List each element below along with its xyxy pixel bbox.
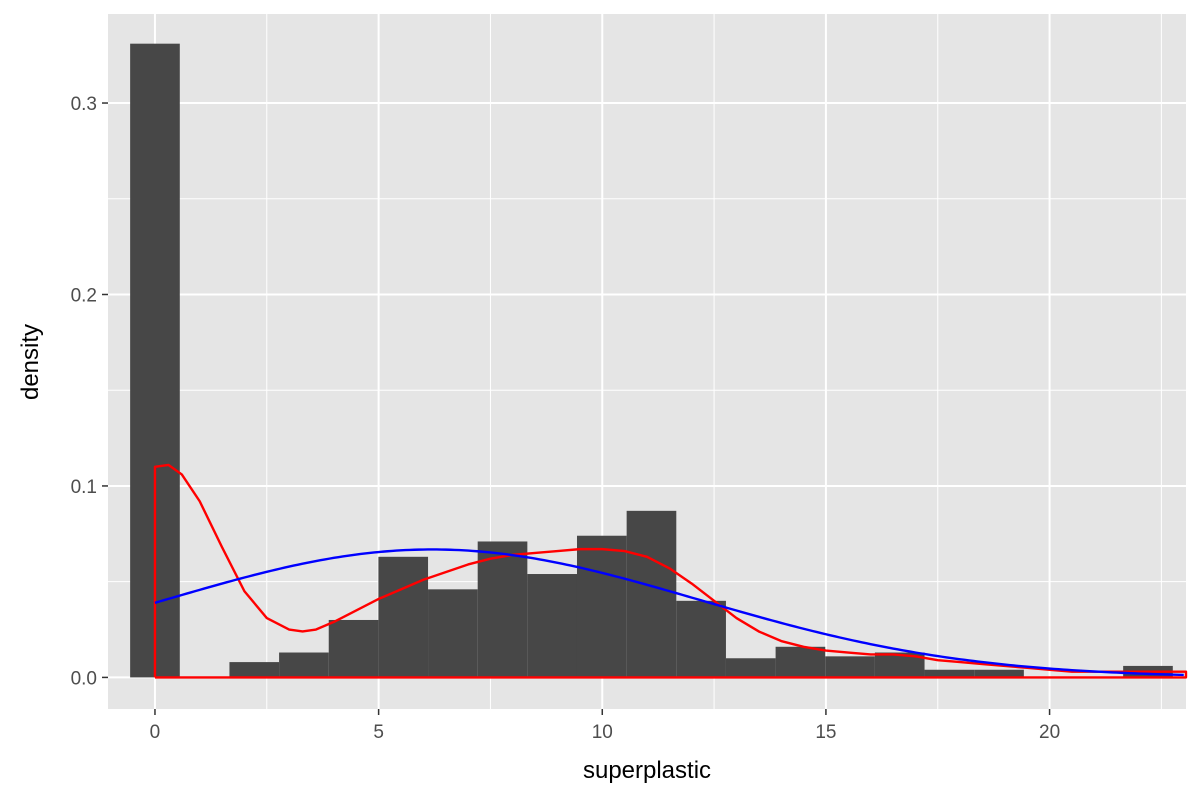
x-tick-label-4: 20	[1039, 722, 1060, 743]
x-tick-label-1: 5	[373, 722, 384, 743]
histogram-bar-17	[974, 669, 1024, 678]
histogram-bar-8	[527, 574, 577, 678]
histogram-bar-10	[626, 510, 677, 678]
histogram-bar-3	[279, 652, 329, 678]
histogram-bar-11	[676, 600, 726, 678]
x-tick-label-2: 10	[592, 722, 613, 743]
histogram-bar-14	[825, 656, 875, 678]
histogram-bar-9	[576, 535, 627, 678]
histogram-bar-6	[428, 589, 478, 678]
histogram-bar-13	[775, 646, 826, 678]
y-tick-label-3: 0.3	[71, 94, 97, 115]
y-tick-label-0: 0.0	[71, 668, 97, 689]
y-axis: 0.0 0.1 0.2 0.3	[71, 94, 108, 689]
histogram-bar-16	[924, 669, 975, 678]
x-axis-title: superplastic	[583, 757, 711, 784]
y-tick-label-1: 0.1	[71, 477, 97, 498]
histogram-bar-12	[725, 658, 776, 678]
x-tick-label-0: 0	[150, 722, 161, 743]
x-tick-label-3: 15	[815, 722, 836, 743]
histogram-bar-4	[328, 619, 379, 678]
histogram-bar-5	[378, 556, 429, 678]
histogram-bars	[130, 43, 1173, 678]
minor-gridlines	[108, 14, 1186, 709]
density-curves	[153, 463, 1188, 679]
histogram-bar-2	[229, 662, 280, 678]
y-tick-label-2: 0.2	[71, 285, 97, 306]
x-axis: 0 5 10 15 20	[150, 709, 1060, 743]
normal-fit-curve	[154, 548, 1184, 677]
histogram-bar-7	[477, 541, 528, 678]
y-axis-title: density	[17, 324, 44, 400]
